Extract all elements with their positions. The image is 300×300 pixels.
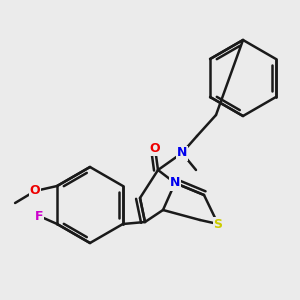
- Text: O: O: [150, 142, 160, 154]
- Text: N: N: [170, 176, 180, 190]
- Text: N: N: [177, 146, 187, 160]
- Text: S: S: [214, 218, 223, 230]
- Text: F: F: [35, 209, 43, 223]
- Text: O: O: [30, 184, 40, 197]
